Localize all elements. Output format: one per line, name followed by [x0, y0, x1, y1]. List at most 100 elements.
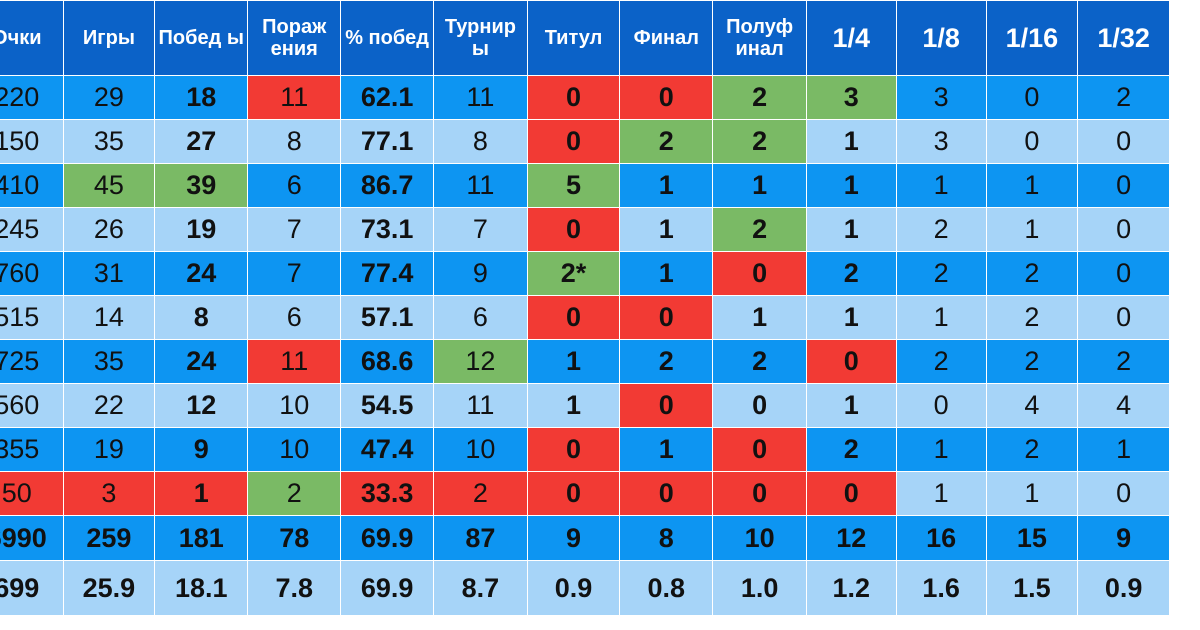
average-cell-games: 25.9: [62, 560, 156, 616]
cell-round-of-16: 0: [895, 383, 987, 428]
cell-titles: 1: [526, 383, 621, 428]
cell-games: 45: [62, 163, 156, 208]
cell-round-of-64: 1: [1077, 427, 1170, 472]
cell-quarterfinals: 3: [805, 75, 897, 120]
average-cell-semifinals: 1.0: [712, 560, 807, 616]
cell-win-pct: 62.1: [340, 75, 434, 120]
cell-win-pct: 47.4: [340, 427, 434, 472]
cell-round-of-32: 0: [985, 119, 1079, 164]
cell-quarterfinals: 1: [805, 207, 897, 252]
cell-round-of-64: 2: [1077, 75, 1170, 120]
total-cell-quarterfinals: 12: [805, 515, 897, 561]
cell-quarterfinals: 1: [805, 295, 897, 340]
cell-games: 35: [62, 339, 156, 384]
total-cell-semifinals: 10: [712, 515, 807, 561]
cell-tournaments: 9: [432, 251, 528, 296]
cell-wins: 12: [154, 383, 249, 428]
cell-finals: 1: [619, 427, 714, 472]
cell-wins: 24: [154, 339, 249, 384]
average-cell-round-of-16: 1.6: [895, 560, 987, 616]
cell-round-of-32: 1: [985, 163, 1079, 208]
col-header-titles[interactable]: Титул: [526, 0, 621, 76]
cell-semifinals: 0: [712, 251, 807, 296]
cell-finals: 2: [619, 119, 714, 164]
average-cell-tournaments: 8.7: [432, 560, 528, 616]
cell-tournaments: 11: [432, 163, 528, 208]
col-header-semifinals[interactable]: Полуф инал: [712, 0, 807, 76]
cell-win-pct: 73.1: [340, 207, 434, 252]
cell-round-of-32: 0: [985, 75, 1079, 120]
cell-round-of-16: 1: [895, 471, 987, 516]
cell-titles: 2*: [526, 251, 621, 296]
cell-games: 3: [62, 471, 156, 516]
cell-semifinals: 0: [712, 471, 807, 516]
col-header-wins[interactable]: Побед ы: [154, 0, 249, 76]
cell-win-pct: 77.1: [340, 119, 434, 164]
cell-losses: 8: [247, 119, 342, 164]
cell-points: 220: [0, 75, 64, 120]
cell-wins: 18: [154, 75, 249, 120]
cell-finals: 1: [619, 163, 714, 208]
total-cell-tournaments: 87: [432, 515, 528, 561]
cell-finals: 1: [619, 207, 714, 252]
total-cell-round-of-64: 9: [1077, 515, 1170, 561]
cell-finals: 0: [619, 75, 714, 120]
col-header-round-of-32[interactable]: 1/16: [985, 0, 1079, 76]
col-header-points[interactable]: Очки: [0, 0, 64, 76]
cell-losses: 10: [247, 427, 342, 472]
average-cell-quarterfinals: 1.2: [805, 560, 897, 616]
cell-points: 150: [0, 119, 64, 164]
total-cell-round-of-16: 16: [895, 515, 987, 561]
cell-quarterfinals: 0: [805, 471, 897, 516]
total-cell-wins: 181: [154, 515, 249, 561]
cell-round-of-16: 1: [895, 163, 987, 208]
col-header-round-of-64[interactable]: 1/32: [1077, 0, 1170, 76]
cell-semifinals: 2: [712, 75, 807, 120]
col-header-quarterfinals[interactable]: 1/4: [805, 0, 897, 76]
cell-games: 31: [62, 251, 156, 296]
col-header-games[interactable]: Игры: [62, 0, 156, 76]
cell-wins: 8: [154, 295, 249, 340]
cell-tournaments: 12: [432, 339, 528, 384]
col-header-finals[interactable]: Финал: [619, 0, 714, 76]
col-header-round-of-16[interactable]: 1/8: [895, 0, 987, 76]
cell-round-of-64: 0: [1077, 119, 1170, 164]
average-cell-losses: 7.8: [247, 560, 342, 616]
cell-wins: 27: [154, 119, 249, 164]
cell-points: 355: [0, 427, 64, 472]
cell-win-pct: 77.4: [340, 251, 434, 296]
cell-losses: 2: [247, 471, 342, 516]
cell-finals: 2: [619, 339, 714, 384]
col-header-win-pct[interactable]: % побед: [340, 0, 434, 76]
cell-tournaments: 2: [432, 471, 528, 516]
cell-points: 760: [0, 251, 64, 296]
cell-semifinals: 0: [712, 383, 807, 428]
cell-games: 14: [62, 295, 156, 340]
average-cell-titles: 0.9: [526, 560, 621, 616]
col-header-losses[interactable]: Пораж ения: [247, 0, 342, 76]
cell-titles: 0: [526, 75, 621, 120]
cell-round-of-64: 0: [1077, 471, 1170, 516]
cell-win-pct: 86.7: [340, 163, 434, 208]
total-cell-win-pct: 69.9: [340, 515, 434, 561]
cell-games: 26: [62, 207, 156, 252]
cell-tournaments: 6: [432, 295, 528, 340]
col-header-tournaments[interactable]: Турнир ы: [432, 0, 528, 76]
cell-tournaments: 11: [432, 75, 528, 120]
cell-round-of-32: 1: [985, 471, 1079, 516]
total-cell-points: 6990: [0, 515, 64, 561]
cell-losses: 7: [247, 251, 342, 296]
cell-losses: 6: [247, 163, 342, 208]
cell-titles: 0: [526, 207, 621, 252]
cell-round-of-64: 0: [1077, 207, 1170, 252]
cell-titles: 0: [526, 119, 621, 164]
cell-round-of-32: 4: [985, 383, 1079, 428]
cell-points: 410: [0, 163, 64, 208]
cell-finals: 0: [619, 471, 714, 516]
cell-wins: 1: [154, 471, 249, 516]
